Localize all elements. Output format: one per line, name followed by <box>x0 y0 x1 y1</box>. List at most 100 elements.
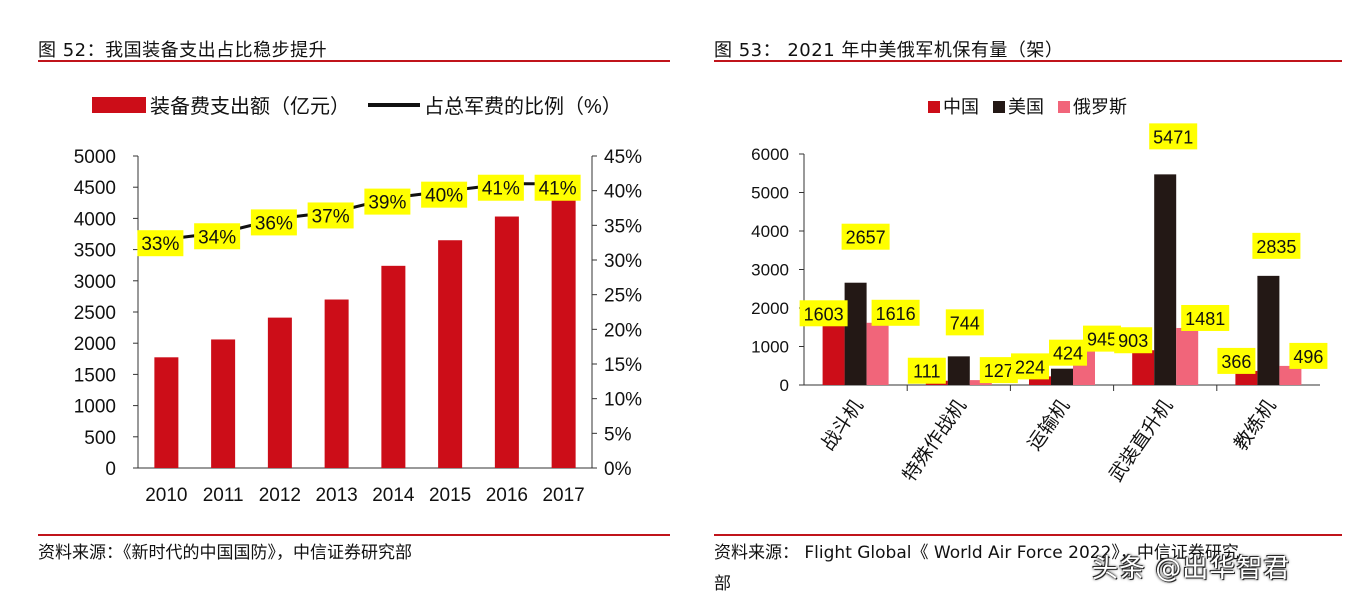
spending-bar <box>438 240 463 468</box>
value-data-label: 2835 <box>1256 237 1296 257</box>
value-label-bg <box>1114 327 1153 354</box>
x-category-label: 运输机 <box>1023 395 1074 454</box>
left-y-tick-label: 4000 <box>74 209 116 230</box>
military-aircraft-chart: 0 1000 2000 3000 4000 5000 6000 1603 2657 1616 战斗机… <box>751 97 1328 486</box>
ratio-data-label: 41% <box>482 179 520 200</box>
right-y-tick-label: 20% <box>604 320 642 341</box>
ratio-label-bg <box>250 209 297 236</box>
right-y-tick-label: 15% <box>604 355 642 376</box>
value-data-label: 127 <box>984 361 1014 381</box>
ratio-data-label: 39% <box>368 193 406 214</box>
y-tick-label: 2000 <box>751 299 789 318</box>
x-tick-label: 2013 <box>315 485 357 506</box>
left-y-tick-label: 1500 <box>74 365 116 386</box>
y-tick-label: 6000 <box>751 145 789 164</box>
value-data-label: 366 <box>1221 352 1251 372</box>
legend-swatch <box>1058 101 1070 113</box>
value-data-label: 1603 <box>804 304 844 324</box>
aircraft-bar <box>822 323 845 385</box>
right-figure-title: 图 53： 2021 年中美俄军机保有量（架） <box>714 40 1064 61</box>
value-label-bg <box>1011 353 1049 380</box>
x-tick-label: 2016 <box>486 485 528 506</box>
right-y-tick-label: 30% <box>604 251 642 272</box>
x-tick-label: 2012 <box>259 485 301 506</box>
aircraft-bar <box>947 356 970 385</box>
ratio-label-bg <box>137 230 184 257</box>
ratio-label-bg <box>477 174 524 201</box>
legend-swatch <box>993 101 1005 113</box>
aircraft-bar <box>1029 376 1051 385</box>
ratio-label-bg <box>307 202 354 229</box>
ratio-data-label: 33% <box>141 234 179 255</box>
left-y-tick-label: 4500 <box>74 178 116 199</box>
value-label-bg <box>841 223 890 250</box>
value-data-label: 1481 <box>1185 309 1225 329</box>
spending-bar <box>551 200 576 468</box>
value-label-bg <box>1181 304 1230 331</box>
value-label-bg <box>1049 339 1087 366</box>
spending-bar <box>324 299 349 468</box>
left-y-tick-label: 3500 <box>74 241 116 262</box>
aircraft-bar <box>844 282 867 385</box>
spending-bar <box>494 216 519 468</box>
spending-bar <box>154 357 179 468</box>
left-y-tick-label: 500 <box>84 428 116 449</box>
value-label-bg <box>907 357 946 384</box>
ratio-label-bg <box>364 188 411 215</box>
ratio-data-label: 41% <box>539 179 577 200</box>
value-data-label: 5471 <box>1153 127 1193 147</box>
legend-swatch <box>928 101 940 113</box>
x-category-label: 特殊作战机 <box>898 395 971 485</box>
value-label-bg <box>799 300 848 327</box>
right-y-tick-label: 35% <box>604 216 642 237</box>
spending-bar <box>211 339 236 468</box>
value-data-label: 945 <box>1087 330 1117 350</box>
left-y-tick-label: 3000 <box>74 272 116 293</box>
y-tick-label: 3000 <box>751 261 789 280</box>
spending-bar <box>381 265 406 468</box>
x-category-label: 武装直升机 <box>1105 395 1178 485</box>
left-y-tick-label: 5000 <box>74 147 116 168</box>
x-tick-label: 2014 <box>372 485 415 506</box>
left-source-rule <box>38 534 670 536</box>
value-label-bg <box>1252 232 1301 259</box>
ratio-label-bg <box>194 223 241 250</box>
value-data-label: 224 <box>1015 357 1045 377</box>
right-source-line2: 部 <box>714 574 731 594</box>
x-tick-label: 2017 <box>542 485 584 506</box>
ratio-data-label: 36% <box>255 213 293 234</box>
value-label-bg <box>1217 347 1256 374</box>
value-data-label: 903 <box>1118 331 1148 351</box>
aircraft-bar <box>1132 350 1155 385</box>
left-figure-title: 图 52：我国装备支出占比稳步提升 <box>38 40 328 61</box>
ratio-data-label: 37% <box>312 206 350 227</box>
ratio-data-label: 40% <box>425 186 463 207</box>
right-y-tick-label: 25% <box>604 286 642 307</box>
value-label-bg <box>1149 123 1198 150</box>
value-data-label: 744 <box>950 313 980 333</box>
left-title-rule <box>38 60 670 62</box>
legend-bar-swatch <box>92 97 146 113</box>
aircraft-bar <box>1154 174 1177 385</box>
legend-label: 俄罗斯 <box>1073 97 1127 117</box>
aircraft-bar <box>1051 368 1073 385</box>
value-data-label: 111 <box>913 362 940 382</box>
x-category-label: 战斗机 <box>817 395 868 454</box>
value-label-bg <box>1289 342 1328 369</box>
value-data-label: 424 <box>1053 344 1083 364</box>
x-tick-label: 2010 <box>145 485 187 506</box>
legend-bar-label: 装备费支出额（亿元） <box>150 95 350 118</box>
equipment-spending-chart: 0 500 1000 1500 2000 2500 3000 3500 4000 4500 5000… <box>74 95 642 506</box>
value-label-bg <box>871 299 920 326</box>
y-tick-label: 1000 <box>751 338 789 357</box>
value-label-bg <box>945 309 984 336</box>
value-data-label: 2657 <box>846 228 886 248</box>
aircraft-bar <box>1176 327 1199 385</box>
ratio-label-bg <box>534 174 581 201</box>
x-tick-label: 2011 <box>203 485 244 506</box>
legend-label: 美国 <box>1008 97 1044 117</box>
right-y-tick-label: 5% <box>604 424 632 445</box>
aircraft-bar <box>1257 275 1280 385</box>
legend-line-label: 占总军费的比例（%） <box>424 95 622 118</box>
aircraft-bar <box>1279 365 1302 385</box>
